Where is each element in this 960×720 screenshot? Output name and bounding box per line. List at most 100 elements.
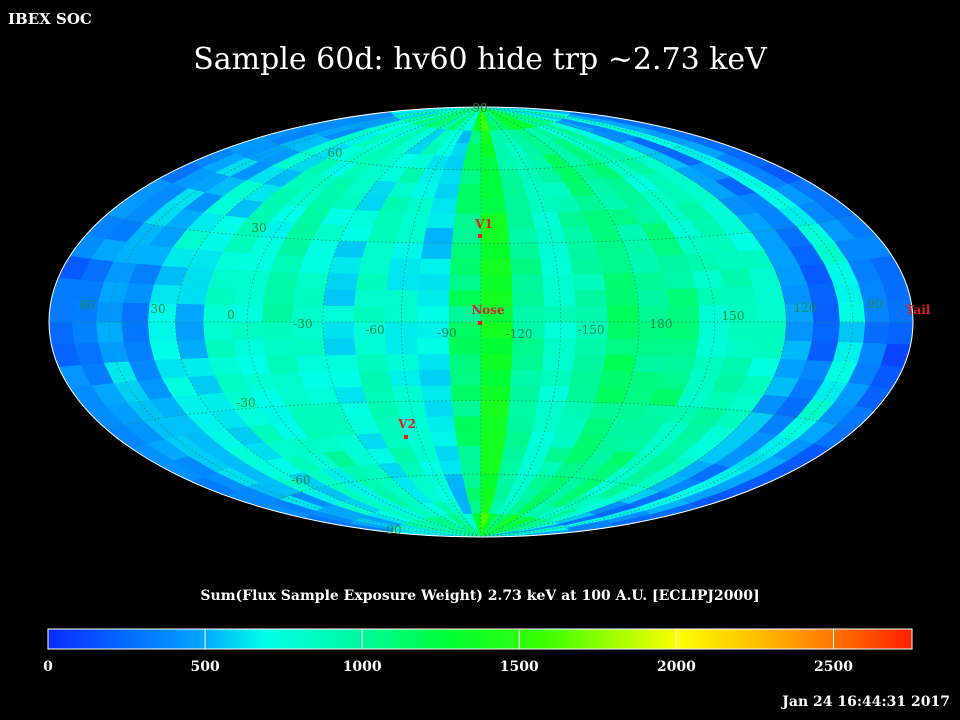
flux-cell [175,321,206,341]
flux-cell [724,339,758,358]
flux-cell [333,240,368,258]
flux-cell [455,197,482,214]
flux-cell [480,445,505,461]
flux-cell [204,286,238,305]
flux-cell [333,386,368,404]
flux-cell [537,242,571,259]
flux-cell [480,242,512,260]
flux-cell [462,155,482,171]
map-title: Sample 60d: hv60 hide trp ~2.73 keV [193,42,767,77]
flux-cell [695,286,729,306]
flux-cell [506,415,536,432]
colorbar [47,628,913,650]
flux-cell [433,183,461,199]
flux-cell [480,384,512,402]
flux-cell [504,430,533,447]
flux-cell [602,354,637,372]
longitude-label: 0 [227,308,235,322]
longitude-label: -30 [293,317,312,331]
flux-cell [149,340,182,361]
flux-cell [71,321,99,344]
flux-cell [204,339,238,358]
flux-cell [121,321,151,342]
flux-cell [542,353,576,371]
flux-cell [416,305,450,323]
flux-cell [887,321,913,345]
flux-cell [292,288,326,306]
flux-cell [366,401,401,419]
flux-cell [262,287,296,306]
flux-cell [512,289,545,307]
flux-cell [452,400,482,417]
flux-cell [96,321,124,343]
flux-cell [543,289,577,307]
flux-cell [691,355,726,375]
marker-dot [478,321,482,325]
flux-cell [322,305,355,323]
flux-cell [480,274,513,291]
latitude-label: 90 [472,101,487,115]
flux-cell [323,288,357,307]
flux-cell [391,385,425,402]
flux-cell [265,270,300,289]
flux-cell [417,337,450,355]
flux-cell [566,385,600,403]
flux-cell [176,339,209,359]
longitude-label: 120 [794,301,817,315]
flux-cell [662,355,697,374]
meridian-line [480,107,640,537]
flux-cell [838,321,866,343]
flux-cell [417,289,450,307]
flux-cell [385,289,419,307]
flux-cell [480,169,503,185]
latitude-label: -60 [291,473,310,487]
marker-dot [478,234,482,238]
flux-cell [462,473,482,489]
longitude-label: 90 [867,297,882,311]
longitude-label: -60 [365,323,384,337]
flux-cell [426,212,456,229]
flux-cell [175,303,206,323]
flux-cells [49,107,913,537]
flux-cell [96,301,124,323]
latitude-label: 60 [327,146,342,160]
flux-cell [362,241,396,259]
flux-cell [295,354,330,373]
flux-cell [480,183,505,199]
flux-cell [299,370,334,389]
flux-cell [863,321,891,344]
flux-cell [574,337,608,355]
longitude-label: 180 [650,317,673,331]
flux-cell [607,305,640,323]
flux-cell [261,321,294,340]
flux-cell [391,242,425,259]
colorbar-title: Sum(Flux Sample Exposure Weight) 2.73 ke… [200,588,760,604]
colorbar-tick-label: 1500 [499,659,539,675]
latitude-label: -30 [236,396,255,410]
flux-cell [504,197,533,214]
flux-cell [599,370,634,388]
graticule [49,107,913,537]
flux-cell [511,353,545,371]
flux-cell [632,271,667,290]
flux-cell [507,400,539,417]
flux-cell [176,285,209,305]
flux-cell [480,258,513,275]
flux-cell [506,212,536,229]
flux-cell [784,321,815,342]
flux-cell [448,337,482,355]
flux-cell [426,415,456,432]
parallel-line [264,473,698,509]
flux-cell [208,268,243,288]
longitude-label: -150 [578,323,605,337]
flux-cell [417,353,451,371]
flux-cell [599,256,634,274]
flux-cell [780,340,813,361]
flux-cell [358,369,393,387]
flux-cell [203,321,234,341]
flux-cell [394,400,428,418]
marker-dot [404,435,408,439]
flux-cell [509,242,541,260]
marker-label-nose: Nose [471,303,505,317]
flux-cell [607,321,640,339]
